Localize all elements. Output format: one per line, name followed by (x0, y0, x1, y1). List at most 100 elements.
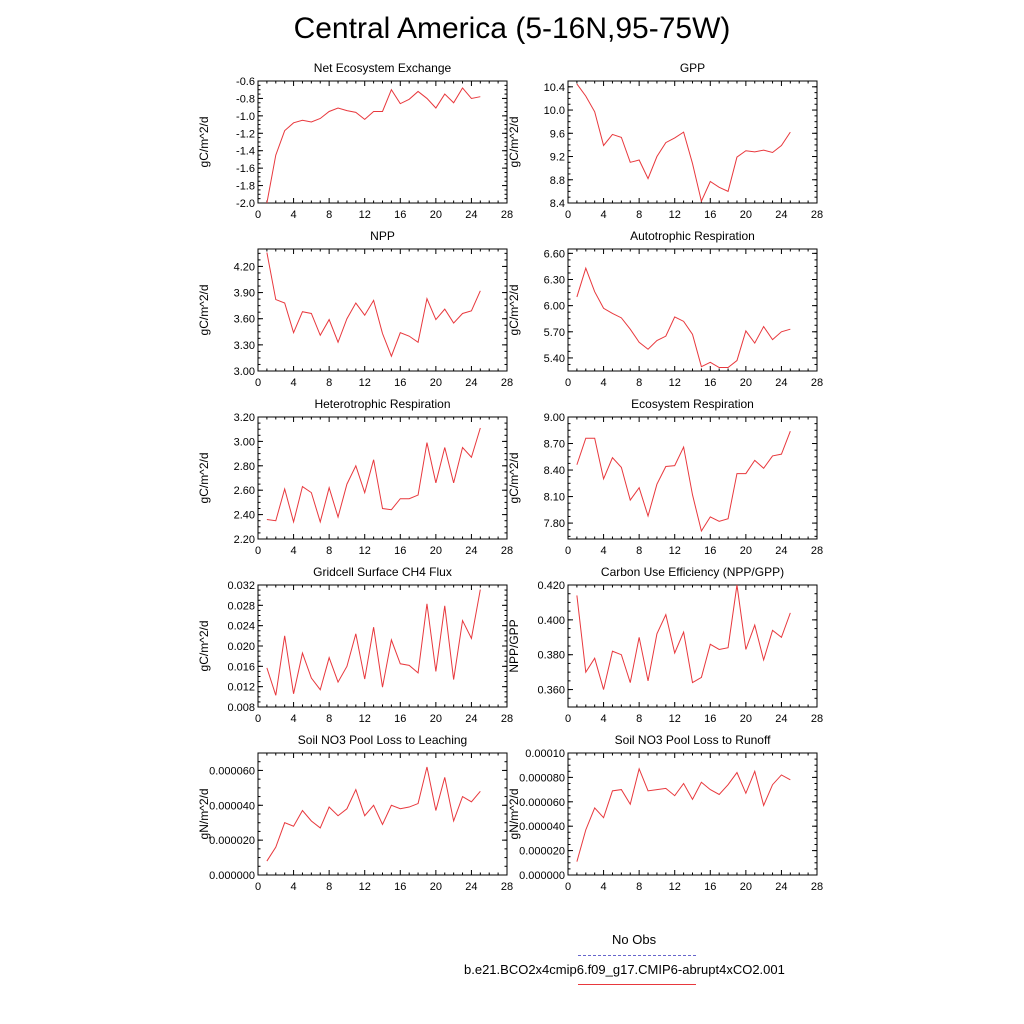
x-tick-label: 8 (636, 713, 642, 725)
y-axis-label: gC/m^2/d (197, 621, 211, 672)
x-tick-label: 12 (669, 713, 681, 725)
plot-frame (567, 80, 818, 204)
y-tick-label: 10.4 (544, 82, 565, 94)
x-tick-label: 24 (465, 209, 477, 221)
y-tick-label: 0.008 (227, 702, 255, 714)
x-tick-label: 4 (291, 713, 297, 725)
plot-frame (257, 80, 508, 204)
y-tick-label: 0.000040 (519, 821, 565, 833)
y-tick-label: 9.2 (550, 152, 565, 164)
x-tick-label: 28 (501, 209, 513, 221)
y-tick-label: 3.00 (234, 366, 255, 378)
panel-1: GPP gC/m^2/d 0 4 8 12 16 20 24 28 8.4 8.8 9.2 9.6 10.0… (507, 61, 823, 221)
panel-title: Gridcell Surface CH4 Flux (313, 565, 452, 579)
panel-title: Soil NO3 Pool Loss to Runoff (615, 733, 772, 747)
y-tick-label: -0.6 (236, 76, 255, 88)
y-tick-label: 0.000080 (519, 772, 565, 784)
y-tick-label: 3.00 (234, 436, 255, 448)
x-tick-label: 16 (704, 209, 716, 221)
y-axis-label: gC/m^2/d (197, 453, 211, 504)
x-tick-label: 12 (359, 881, 371, 893)
y-tick-label: 9.00 (544, 412, 565, 424)
series-line (266, 766, 481, 862)
x-tick-label: 24 (465, 377, 477, 389)
x-tick-label: 20 (430, 545, 442, 557)
x-tick-label: 4 (291, 545, 297, 557)
x-tick-label: 8 (636, 881, 642, 893)
x-tick-label: 8 (636, 545, 642, 557)
y-tick-label: 0.420 (537, 580, 565, 592)
x-tick-label: 4 (601, 881, 607, 893)
y-tick-label: 2.80 (234, 461, 255, 473)
y-tick-label: 2.20 (234, 534, 255, 546)
panel-title: Soil NO3 Pool Loss to Leaching (298, 733, 467, 747)
legend-label-obs: No Obs (612, 932, 657, 947)
x-tick-label: 8 (636, 377, 642, 389)
x-tick-label: 8 (636, 209, 642, 221)
x-tick-label: 20 (430, 713, 442, 725)
x-tick-label: 16 (394, 713, 406, 725)
y-tick-label: 2.40 (234, 510, 255, 522)
x-tick-label: 12 (669, 377, 681, 389)
x-tick-label: 4 (291, 377, 297, 389)
x-tick-label: 16 (394, 209, 406, 221)
panel-6: Gridcell Surface CH4 Flux gC/m^2/d 0 4 8 12 16… (197, 565, 513, 725)
y-tick-label: -1.4 (236, 146, 255, 158)
y-tick-label: -0.8 (236, 93, 255, 105)
y-tick-label: 8.8 (550, 175, 565, 187)
y-tick-label: 6.60 (544, 248, 565, 260)
series-line (266, 252, 481, 358)
y-tick-label: 6.30 (544, 275, 565, 287)
x-tick-label: 16 (704, 545, 716, 557)
x-tick-label: 4 (291, 209, 297, 221)
panel-4: Heterotrophic Respiration gC/m^2/d 0 4 8 12 16… (197, 397, 513, 557)
panel-title: NPP (370, 229, 395, 243)
x-tick-label: 4 (601, 545, 607, 557)
y-tick-label: 8.4 (550, 198, 565, 210)
y-tick-label: 0.000000 (519, 870, 565, 882)
x-tick-label: 20 (740, 209, 752, 221)
y-tick-label: 3.90 (234, 288, 255, 300)
y-tick-label: 0.000020 (519, 846, 565, 858)
x-tick-label: 16 (394, 881, 406, 893)
x-tick-label: 24 (465, 713, 477, 725)
plot-frame (257, 584, 508, 708)
panel-3: Autotrophic Respiration gC/m^2/d 0 4 8 12 16 20… (507, 229, 823, 389)
x-tick-label: 0 (565, 209, 571, 221)
x-tick-label: 0 (565, 377, 571, 389)
x-tick-label: 12 (669, 209, 681, 221)
figure-title: Central America (5-16N,95-75W) (293, 12, 731, 45)
y-tick-label: 0.032 (227, 580, 255, 592)
x-tick-label: 0 (565, 713, 571, 725)
panel-0: Net Ecosystem Exchange gC/m^2/d 0 4 8 12 16 20 2… (197, 61, 513, 221)
x-tick-label: 20 (430, 881, 442, 893)
x-tick-label: 8 (326, 881, 332, 893)
y-tick-label: 0.016 (227, 661, 255, 673)
x-tick-label: 28 (811, 881, 823, 893)
y-axis-label: gN/m^2/d (197, 789, 211, 840)
y-tick-label: -2.0 (236, 198, 255, 210)
y-tick-label: 0.012 (227, 682, 255, 694)
series-line (266, 589, 481, 696)
series-line (576, 767, 791, 862)
y-tick-label: 8.40 (544, 465, 565, 477)
y-tick-label: -1.0 (236, 111, 255, 123)
x-tick-label: 0 (255, 209, 261, 221)
y-tick-label: 10.0 (544, 105, 565, 117)
x-tick-label: 12 (359, 713, 371, 725)
panel-9: Soil NO3 Pool Loss to Runoff gN/m^2/d 0 4 8 1… (507, 733, 823, 893)
x-tick-label: 0 (565, 545, 571, 557)
y-axis-label: gN/m^2/d (507, 789, 521, 840)
panel-7: Carbon Use Efficiency (NPP/GPP) NPP/GPP 0 4… (507, 565, 823, 725)
y-tick-label: 7.80 (544, 518, 565, 530)
x-tick-label: 4 (601, 209, 607, 221)
x-tick-label: 12 (669, 545, 681, 557)
y-axis-label: gC/m^2/d (197, 285, 211, 336)
x-tick-label: 16 (704, 377, 716, 389)
y-tick-label: 5.40 (544, 353, 565, 365)
x-tick-label: 8 (326, 545, 332, 557)
y-tick-label: 0.000060 (209, 765, 255, 777)
x-tick-label: 24 (775, 209, 787, 221)
y-tick-label: 8.70 (544, 439, 565, 451)
